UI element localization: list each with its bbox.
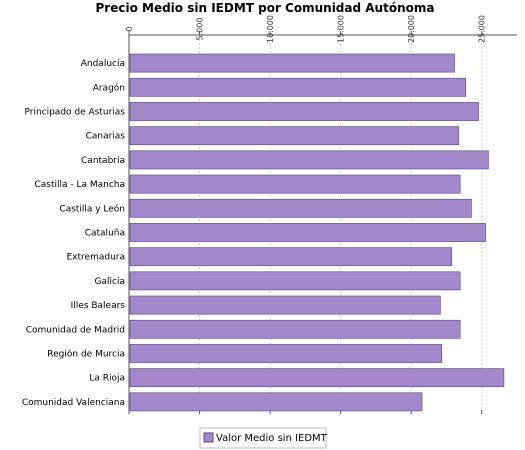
category-label: Aragón <box>93 82 125 93</box>
chart-title: Precio Medio sin IEDMT por Comunidad Aut… <box>96 1 435 15</box>
category-label: Extremadura <box>67 253 126 263</box>
bar <box>129 150 489 170</box>
bar <box>129 126 460 146</box>
x-tick-label: 15.000 <box>337 15 346 43</box>
category-label: Andalucía <box>81 59 125 69</box>
bar <box>129 102 479 121</box>
category-label: Galicia <box>95 277 125 287</box>
bars <box>129 53 505 412</box>
category-label: Castilla - La Mancha <box>34 180 125 190</box>
bar <box>129 53 455 73</box>
category-labels: Andalucía Aragón Principado de Asturias Can… <box>22 59 125 408</box>
bar <box>129 198 472 218</box>
x-tick-label: 25.000 <box>478 15 487 43</box>
category-label: La Rioja <box>89 374 125 384</box>
legend-box <box>199 427 327 449</box>
category-label: Principado de Asturias <box>24 107 125 117</box>
bar <box>129 368 505 388</box>
legend-swatch <box>203 432 214 443</box>
x-axis-ticks: 0 5.000 10.000 15.000 20.000 25.000 <box>125 15 487 414</box>
category-label: Región de Murcia <box>47 348 125 359</box>
category-label: Illes Balears <box>71 301 126 311</box>
bar <box>129 223 486 242</box>
category-label: Comunidad de Madrid <box>26 325 125 335</box>
x-tick-label: 0 <box>125 26 134 31</box>
category-label: Castilla y León <box>59 203 125 214</box>
bar <box>129 344 443 363</box>
category-label: Comunidad Valenciana <box>22 398 125 408</box>
x-tick-label: 5.000 <box>196 18 205 41</box>
category-label: Cataluña <box>85 228 125 238</box>
x-tick-label: 10.000 <box>266 15 275 43</box>
x-tick-label: 20.000 <box>407 15 416 43</box>
axes <box>128 34 517 410</box>
bar <box>129 295 441 315</box>
category-label: Canarias <box>86 132 126 142</box>
bar <box>129 271 461 291</box>
bar <box>129 77 467 97</box>
bar <box>129 174 461 194</box>
legend: Valor Medio sin IEDMT <box>199 427 328 449</box>
bar <box>129 247 452 267</box>
bar <box>129 319 461 339</box>
legend-label: Valor Medio sin IEDMT <box>216 433 328 444</box>
bar <box>129 392 423 412</box>
category-label: Cantabria <box>81 156 125 166</box>
